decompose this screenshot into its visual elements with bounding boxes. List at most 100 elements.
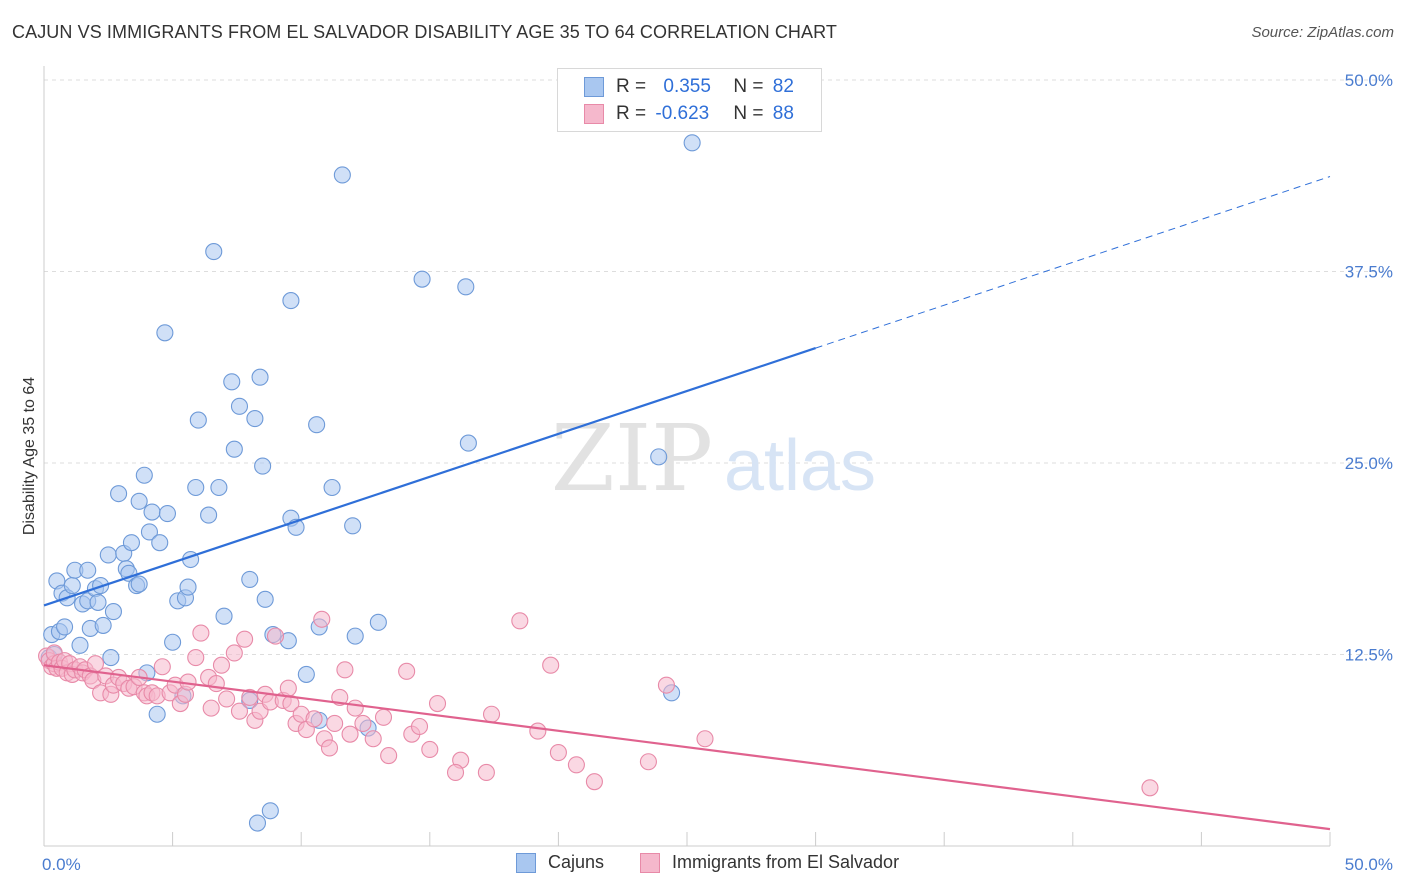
y-tick-label: 50.0% (1345, 71, 1393, 90)
salvador-point (542, 656, 560, 674)
n-value: 82 (772, 76, 794, 97)
cajun-trend-extension (815, 176, 1331, 349)
salvador-point (225, 644, 243, 662)
grid-lines (44, 79, 1392, 655)
salvador-point (313, 610, 331, 628)
salvador-point (212, 656, 231, 674)
trend-lines (43, 176, 1331, 831)
salvador-point (341, 725, 359, 743)
cajun-point (282, 292, 300, 310)
salvador-point (230, 702, 249, 720)
cajun-point (130, 575, 148, 593)
cajun-point (99, 546, 117, 564)
cajun-point (246, 410, 264, 428)
cajun-point (223, 373, 241, 391)
cajun-point (205, 243, 223, 261)
salvador-point (266, 627, 285, 645)
legend-swatch-blue (584, 77, 604, 97)
cajun-point (683, 134, 701, 152)
cajun-point (308, 416, 326, 434)
cajun-point (148, 705, 166, 723)
legend-label: Cajuns (548, 852, 605, 872)
salvador-point (282, 694, 300, 713)
x-tick-label: 50.0% (1345, 855, 1393, 874)
cajun-point (251, 368, 269, 386)
cajun-point (369, 613, 387, 631)
salvador-point (279, 679, 297, 697)
cajun-point (140, 523, 159, 541)
watermark: ZIP atlas (551, 405, 876, 512)
watermark-zip: ZIP (551, 405, 713, 512)
cajun-point (215, 607, 233, 625)
salvador-point (428, 694, 447, 713)
salvador-point (236, 630, 254, 648)
salvador-point (657, 676, 675, 694)
salvador-point (549, 743, 567, 762)
salvador-point (326, 714, 344, 732)
salvador-point (207, 675, 225, 693)
cajun-point (156, 324, 174, 342)
cajun-point (79, 561, 97, 579)
salvador-point (446, 763, 465, 782)
r-value: 0.355 (663, 76, 711, 97)
salvador-point (336, 661, 354, 679)
cajun-point (130, 492, 148, 510)
cajun-point (120, 564, 138, 582)
salvador-points (38, 610, 1159, 797)
cajun-point (179, 578, 197, 596)
n-label: N = (733, 76, 769, 97)
salvador-point (398, 662, 416, 680)
cajun-point (63, 577, 81, 595)
salvador-point (511, 612, 529, 630)
cajun-point (189, 411, 207, 429)
cajun-point (164, 633, 182, 651)
cajun-point (210, 478, 228, 497)
cajun-point (297, 665, 315, 683)
legend-row-salvador: R = -0.623 N = 88 (584, 103, 794, 125)
cajun-point (261, 802, 279, 820)
cajun-point (187, 478, 205, 497)
salvador-point (696, 730, 714, 748)
y-tick-label: 25.0% (1345, 454, 1393, 473)
cajun-point (457, 278, 475, 296)
cajun-point (56, 618, 74, 636)
cajun-point (104, 603, 122, 621)
legend-swatch-pink (640, 852, 660, 873)
legend-swatch-pink (584, 104, 604, 124)
salvador-point (639, 753, 657, 771)
chart-title: CAJUN VS IMMIGRANTS FROM EL SALVADOR DIS… (12, 22, 837, 42)
r-value: -0.623 (655, 103, 710, 124)
salvador-point (374, 708, 393, 726)
tick-labels: 12.5% 25.0% 37.5% 50.0% 0.0% 50.0% (42, 71, 1393, 874)
watermark-atlas: atlas (724, 426, 876, 506)
legend-item-salvador: Immigrants from El Salvador (640, 852, 899, 873)
series-legend: Cajuns Immigrants from El Salvador (0, 852, 1406, 876)
cajun-point (333, 166, 351, 184)
salvador-point (202, 699, 220, 717)
cajun-point (143, 503, 161, 521)
salvador-point (380, 747, 398, 765)
cajun-point (200, 506, 218, 524)
salvador-trend-line (43, 664, 1331, 831)
cajun-point (459, 434, 477, 452)
cajun-point (254, 457, 272, 475)
n-label: N = (733, 103, 769, 124)
cajun-point (225, 440, 243, 458)
legend-item-cajuns: Cajuns (516, 852, 604, 873)
cajun-point (151, 534, 169, 552)
y-tick-label: 12.5% (1345, 646, 1393, 665)
cajun-point (158, 505, 177, 523)
r-label: R = (616, 76, 652, 97)
salvador-point (192, 624, 210, 642)
salvador-point (364, 730, 382, 748)
salvador-point (585, 773, 603, 791)
cajun-point (135, 466, 153, 484)
legend-label: Immigrants from El Salvador (672, 852, 900, 872)
cajuns-points (40, 134, 701, 832)
cajun-point (413, 270, 431, 288)
salvador-point (482, 705, 501, 723)
cajun-point (94, 616, 112, 634)
cajun-point (241, 570, 259, 588)
cajun-point (346, 627, 364, 645)
